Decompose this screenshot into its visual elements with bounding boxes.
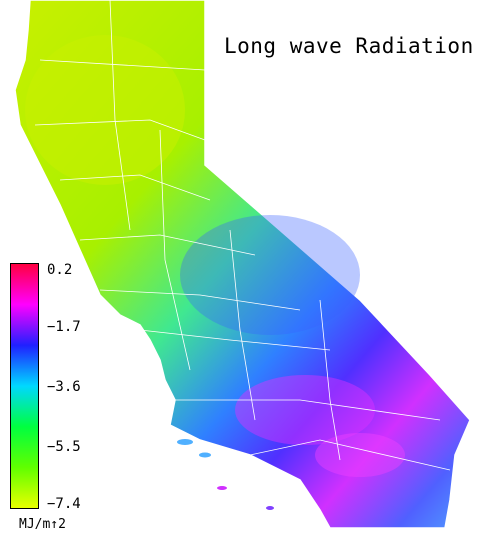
channel-island xyxy=(199,452,211,458)
north-region xyxy=(25,35,185,185)
county-lines xyxy=(34,0,451,471)
channel-island xyxy=(177,439,193,445)
channel-island xyxy=(217,486,227,490)
legend-unit-label: MJ/m↑2 xyxy=(19,517,66,532)
legend-tick-label: −1.7 xyxy=(47,319,81,335)
desert-hotspot xyxy=(315,433,405,477)
legend-tick-label: −5.5 xyxy=(47,439,81,455)
color-scale-bar xyxy=(10,263,39,509)
sierra-region xyxy=(180,215,360,335)
legend-tick-label: 0.2 xyxy=(47,262,73,278)
map-title: Long wave Radiation xyxy=(224,34,474,58)
southern-hotspot xyxy=(235,375,375,445)
channel-island xyxy=(266,506,274,510)
legend-tick-label: −3.6 xyxy=(47,379,81,395)
legend-tick-label: −7.4 xyxy=(47,496,81,512)
